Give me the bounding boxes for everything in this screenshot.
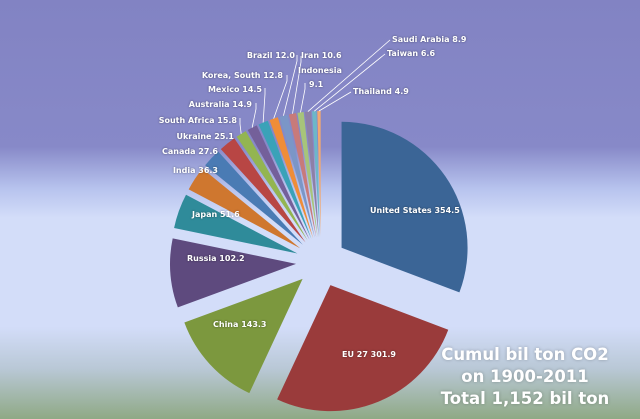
data-label-india: India 36.3: [172, 166, 218, 175]
pie-slice-australia: [247, 125, 310, 240]
pie-slice-canada: [205, 151, 303, 245]
data-label-china: China 143.3: [213, 320, 267, 329]
chart-title-line-2: on 1900-2011: [461, 367, 589, 386]
data-label-russia: Russia 102.2: [187, 254, 245, 263]
pie-slice-india: [188, 168, 301, 249]
chart-title: Cumul bil ton CO2 on 1900-2011 Total 1,1…: [412, 344, 638, 410]
leader-line-korea-south: [273, 75, 288, 119]
data-label-united-states: United States 354.5: [370, 206, 460, 215]
data-label-indonesia-value: 9.1: [309, 80, 324, 89]
leader-line-australia: [251, 103, 257, 128]
pie-slice-united-states: [341, 121, 468, 293]
data-label-saudi-arabia: Saudi Arabia 8.9: [392, 35, 467, 44]
pie-slice-eu-27: [277, 285, 449, 412]
data-label-iran: Iran 10.6: [301, 51, 342, 60]
leader-line-iran: [292, 56, 302, 114]
leader-line-indonesia: [300, 83, 306, 113]
pie-slice-brazil: [279, 114, 315, 238]
leader-line-saudi-arabia: [307, 39, 391, 112]
leader-line-south-africa: [239, 118, 242, 134]
pie-slice-indonesia: [297, 112, 318, 238]
leader-line-taiwan: [314, 53, 386, 112]
pie-slice-taiwan: [311, 111, 320, 238]
pie-slice-ukraine: [220, 138, 306, 243]
data-label-brazil: Brazil 12.0: [246, 51, 295, 60]
data-label-mexico: Mexico 14.5: [207, 85, 262, 94]
pie-slice-south-africa: [236, 131, 308, 241]
data-label-eu27: EU 27 301.9: [342, 350, 396, 359]
leader-line-thailand: [318, 91, 352, 112]
data-label-taiwan: Taiwan 6.6: [387, 49, 436, 58]
pie-slice-thailand: [317, 111, 321, 238]
chart-title-line-3: Total 1,152 bil ton: [440, 389, 610, 408]
pie-slice-iran: [288, 113, 317, 238]
pie-slice-korea-south: [269, 117, 314, 239]
data-label-australia: Australia 14.9: [188, 100, 252, 109]
data-label-ukraine: Ukraine 25.1: [176, 132, 234, 141]
data-label-thailand: Thailand 4.9: [353, 87, 409, 96]
leader-line-mexico: [262, 88, 266, 123]
pie-slice-russia: [170, 238, 297, 308]
leader-line-brazil: [283, 55, 298, 116]
data-label-japan: Japan 51.6: [192, 210, 240, 219]
chart-title-line-1: Cumul bil ton CO2: [441, 345, 609, 364]
pie-slice-saudi-arabia: [304, 111, 319, 238]
pie-slice-mexico: [258, 120, 312, 239]
data-label-korea-south: Korea, South 12.8: [201, 71, 283, 80]
pie-slice-japan: [174, 194, 298, 254]
data-label-indonesia: Indonesia: [298, 66, 342, 75]
pie-slice-china: [184, 278, 303, 394]
data-label-canada: Canada 27.6: [161, 147, 218, 156]
data-label-south-africa: South Africa 15.8: [158, 116, 237, 125]
